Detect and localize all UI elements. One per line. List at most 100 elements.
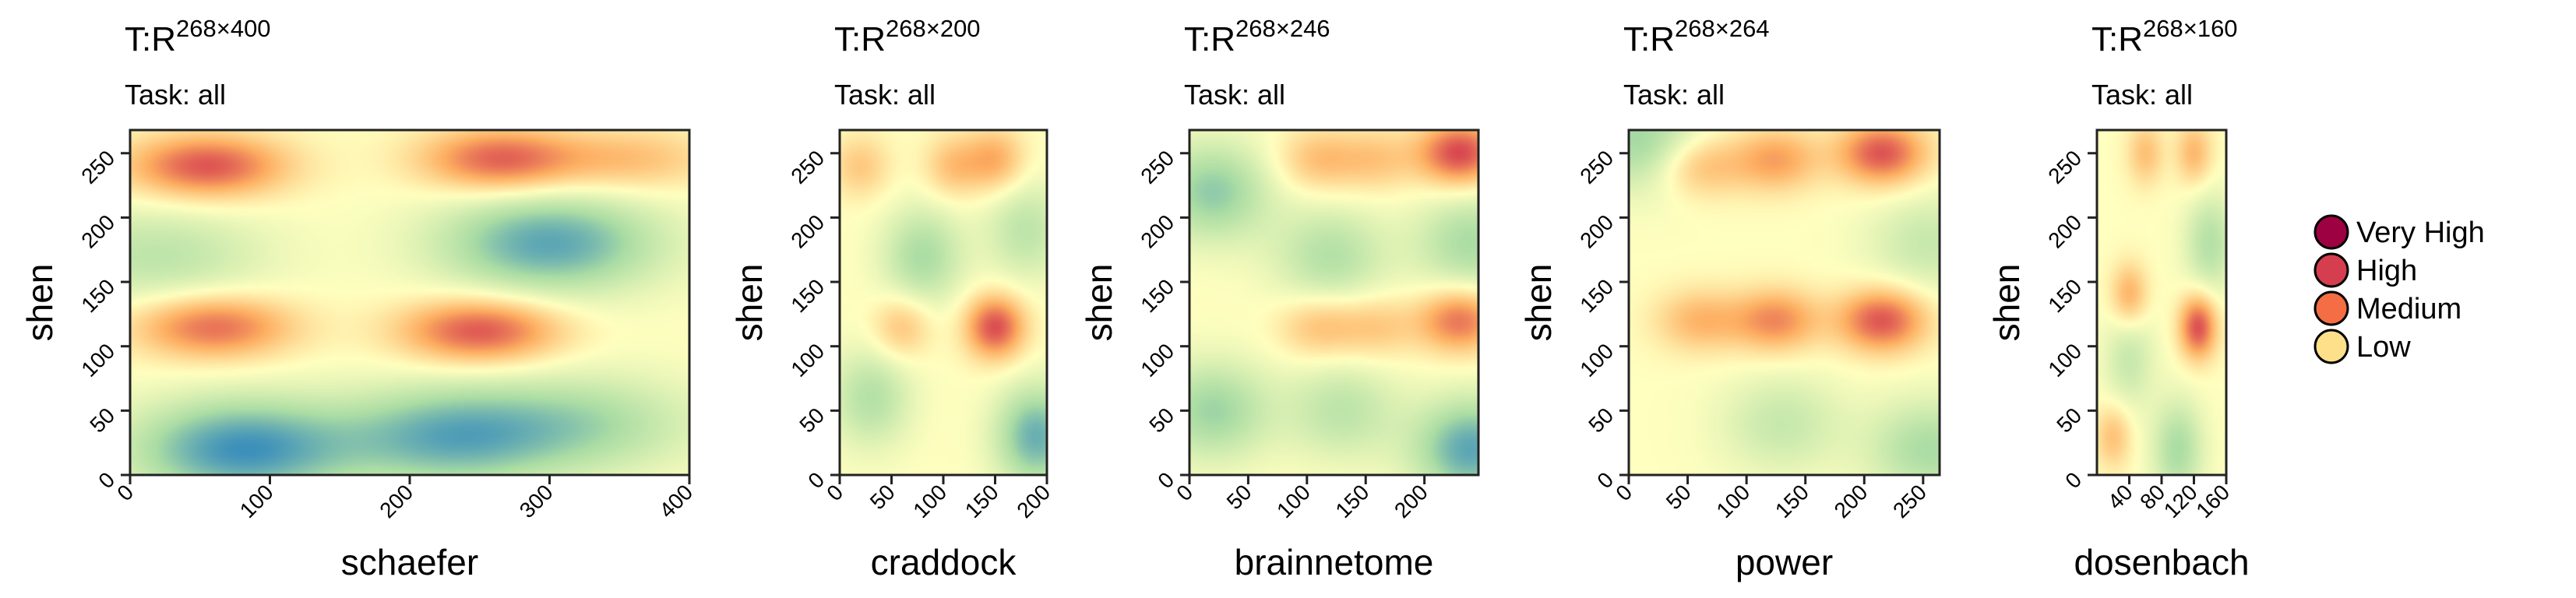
x-axis-label: schaefer [341, 542, 478, 582]
x-tick-label: 200 [1012, 480, 1055, 522]
y-tick-label: 50 [795, 403, 829, 438]
chart-subtitle: Task: all [1184, 79, 1285, 111]
y-tick-label: 0 [2060, 467, 2086, 493]
y-axis-label: shen [1518, 264, 1559, 342]
title-prefix: T:R [125, 20, 176, 58]
heatmap-surface [1189, 130, 1478, 475]
y-tick-label: 50 [2052, 403, 2086, 438]
legend-label: High [2356, 255, 2417, 287]
chart-title: T:R268×264 [1623, 15, 1770, 58]
x-tick-label: 150 [1771, 480, 1813, 522]
x-tick-label: 200 [1390, 480, 1432, 522]
x-axis-label: craddock [871, 542, 1017, 582]
heatmap-surface [130, 130, 689, 475]
x-tick-label: 160 [2191, 480, 2234, 522]
y-tick-label: 250 [76, 146, 119, 188]
title-superscript: 268×200 [886, 15, 981, 42]
chart-title: T:R268×400 [125, 15, 271, 58]
y-axis-label: shen [729, 264, 770, 342]
x-axis-label: power [1736, 542, 1833, 582]
x-tick-label: 40 [2103, 480, 2137, 514]
y-tick-label: 150 [2043, 274, 2086, 317]
x-tick-label: 100 [235, 480, 278, 522]
x-tick-label: 50 [1662, 480, 1696, 514]
plot-frame [1627, 128, 1941, 477]
x-tick-label: 150 [1331, 480, 1374, 522]
chart-subtitle: Task: all [1623, 79, 1725, 111]
chart-subtitle: Task: all [834, 79, 936, 111]
legend: Very High High Medium Low [2313, 214, 2485, 364]
legend-label: Medium [2356, 293, 2461, 325]
x-tick-label: 0 [1611, 480, 1637, 505]
title-prefix: T:R [1623, 20, 1675, 58]
y-tick-label: 250 [786, 146, 829, 188]
x-tick-label: 0 [822, 480, 848, 505]
x-tick-label: 0 [112, 480, 138, 505]
y-tick-label: 250 [1136, 146, 1179, 188]
legend-swatch [2313, 290, 2349, 326]
y-tick-label: 250 [1575, 146, 1618, 188]
y-tick-label: 100 [2043, 339, 2086, 382]
y-tick-label: 200 [1136, 210, 1179, 253]
y-tick-label: 100 [76, 339, 119, 382]
x-tick-label: 200 [1830, 480, 1873, 522]
x-tick-label: 250 [1888, 480, 1931, 522]
y-tick-label: 100 [786, 339, 829, 382]
y-tick-label: 50 [1584, 403, 1618, 438]
legend-swatch [2313, 329, 2349, 364]
chart-subtitle: Task: all [125, 79, 226, 111]
chart-subtitle: Task: all [2091, 79, 2193, 111]
x-tick-label: 100 [1711, 480, 1754, 522]
title-superscript: 268×160 [2143, 15, 2238, 42]
y-tick-label: 150 [76, 274, 119, 317]
x-tick-label: 100 [908, 480, 951, 522]
y-axis-label: shen [1986, 264, 2027, 342]
x-tick-label: 50 [1222, 480, 1256, 514]
heatmap-surface [2097, 130, 2226, 475]
x-tick-label: 0 [1172, 480, 1197, 505]
heatmap-surface [840, 130, 1047, 475]
y-tick-label: 200 [2043, 210, 2086, 253]
title-prefix: T:R [2091, 20, 2143, 58]
x-axis-label: brainnetome [1235, 542, 1434, 582]
chart-title: T:R268×246 [1184, 15, 1330, 58]
x-axis-label: dosenbach [2074, 542, 2249, 582]
y-tick-label: 200 [1575, 210, 1618, 253]
y-tick-label: 200 [76, 210, 119, 253]
y-tick-label: 100 [1575, 339, 1618, 382]
x-tick-label: 150 [960, 480, 1003, 522]
y-tick-label: 250 [2043, 146, 2086, 188]
y-axis-label: shen [1079, 264, 1119, 342]
y-tick-label: 150 [786, 274, 829, 317]
title-superscript: 268×246 [1235, 15, 1330, 42]
y-tick-label: 150 [1575, 274, 1618, 317]
title-prefix: T:R [834, 20, 886, 58]
y-tick-label: 50 [85, 403, 119, 438]
x-tick-label: 200 [375, 480, 418, 522]
x-tick-label: 400 [654, 480, 697, 522]
plot-frame [1188, 128, 1480, 477]
legend-swatch [2313, 214, 2349, 250]
chart-title: T:R268×160 [2091, 15, 2238, 58]
x-tick-label: 100 [1272, 480, 1315, 522]
y-tick-label: 200 [786, 210, 829, 253]
title-prefix: T:R [1184, 20, 1235, 58]
legend-swatch [2313, 252, 2349, 288]
x-tick-label: 300 [515, 480, 558, 522]
y-axis-label: shen [19, 264, 60, 342]
y-tick-label: 50 [1144, 403, 1179, 438]
title-superscript: 268×400 [176, 15, 271, 42]
chart-title: T:R268×200 [834, 15, 981, 58]
legend-label: Low [2356, 331, 2411, 364]
y-tick-label: 150 [1136, 274, 1179, 317]
x-tick-label: 50 [865, 480, 900, 514]
legend-label: Very High [2356, 216, 2485, 249]
title-superscript: 268×264 [1675, 15, 1770, 42]
heatmap-surface [1629, 130, 1940, 475]
